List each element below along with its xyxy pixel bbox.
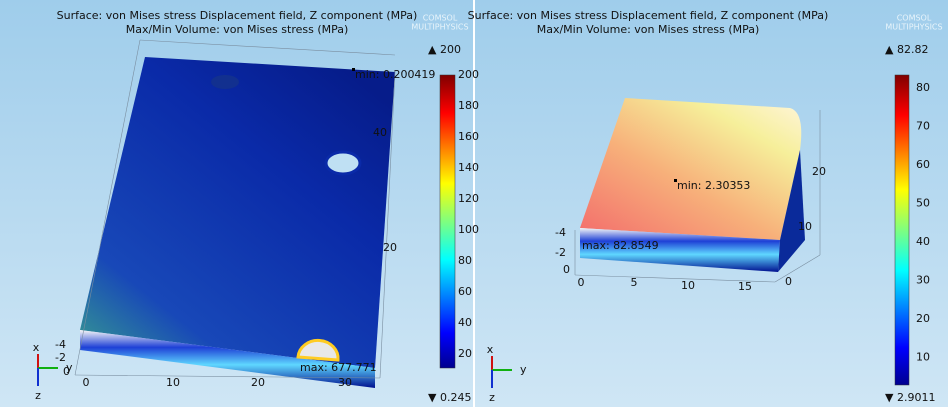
- max-annotation: max: 82.8549: [582, 239, 659, 252]
- colorbar-tick: 30: [916, 274, 930, 287]
- max-annotation: max: 677.771: [300, 361, 377, 374]
- colorbar-tick: 10: [916, 351, 930, 364]
- colorbar-max: ▲ 82.82: [885, 43, 928, 56]
- triad-label: x: [33, 341, 40, 354]
- z-tick-label: -2: [55, 351, 66, 364]
- x-tick-label: 20: [251, 376, 265, 389]
- z-tick-label: -4: [55, 338, 66, 351]
- x-tick-label: 10: [166, 376, 180, 389]
- colorbar-tick: 70: [916, 120, 930, 133]
- y-tick-label: 40: [373, 126, 387, 139]
- logo: MULTIPHYSICS: [411, 23, 468, 32]
- colorbar-left: [439, 74, 456, 369]
- y-tick-label: 0: [785, 275, 792, 288]
- logo: COMSOL: [423, 14, 458, 23]
- y-tick-label: 10: [798, 220, 812, 233]
- triad-label: z: [489, 391, 495, 404]
- y-tick-label: 20: [812, 165, 826, 178]
- colorbar-tick: 180: [458, 99, 479, 112]
- colorbar-tick: 40: [458, 316, 472, 329]
- z-tick-label: 0: [563, 263, 570, 276]
- colorbar-tick: 80: [458, 254, 472, 267]
- triad-label: y: [520, 363, 527, 376]
- colorbar-tick: 120: [458, 192, 479, 205]
- plot-title: Surface: von Mises stress Displacement f…: [57, 9, 418, 22]
- triad-label: y: [66, 361, 73, 374]
- y-tick-label: 20: [383, 241, 397, 254]
- x-tick-label: 15: [738, 280, 752, 293]
- colorbar-tick: 80: [916, 81, 930, 94]
- model-right: [574, 98, 821, 283]
- z-tick-label: -2: [555, 246, 566, 259]
- model-left: [74, 39, 396, 388]
- min-marker: [674, 179, 677, 182]
- colorbar-right: [894, 74, 910, 386]
- colorbar-tick: 40: [916, 235, 930, 248]
- plot-subtitle: Max/Min Volume: von Mises stress (MPa): [537, 23, 760, 36]
- colorbar-tick: 60: [916, 158, 930, 171]
- logo: COMSOL: [897, 14, 932, 23]
- colorbar-tick: 20: [458, 347, 472, 360]
- x-tick-label: 0: [578, 276, 585, 289]
- z-tick-label: 0: [63, 365, 70, 378]
- triad-label: x: [487, 343, 494, 356]
- min-marker: [352, 68, 355, 71]
- colorbar-max: ▲ 200: [428, 43, 461, 56]
- min-annotation: min: 0.200419: [355, 68, 435, 81]
- colorbar-min: ▼ 2.9011: [885, 391, 935, 404]
- x-tick-label: 5: [631, 276, 638, 289]
- colorbar-tick: 50: [916, 197, 930, 210]
- colorbar-tick: 100: [458, 223, 479, 236]
- colorbar-tick: 140: [458, 161, 479, 174]
- plot-title: Surface: von Mises stress Displacement f…: [468, 9, 829, 22]
- triad-label: z: [35, 389, 41, 402]
- x-tick-label: 10: [681, 279, 695, 292]
- x-tick-label: 0: [83, 376, 90, 389]
- colorbar-tick: 20: [916, 312, 930, 325]
- x-tick-label: 30: [338, 376, 352, 389]
- min-annotation: min: 2.30353: [677, 179, 750, 192]
- plot-subtitle: Max/Min Volume: von Mises stress (MPa): [126, 23, 349, 36]
- logo: MULTIPHYSICS: [885, 23, 942, 32]
- colorbar-tick: 60: [458, 285, 472, 298]
- z-tick-label: -4: [555, 226, 566, 239]
- colorbar-min: ▼ 0.245: [428, 391, 471, 404]
- colorbar-tick: 200: [458, 68, 479, 81]
- colorbar-tick: 160: [458, 130, 479, 143]
